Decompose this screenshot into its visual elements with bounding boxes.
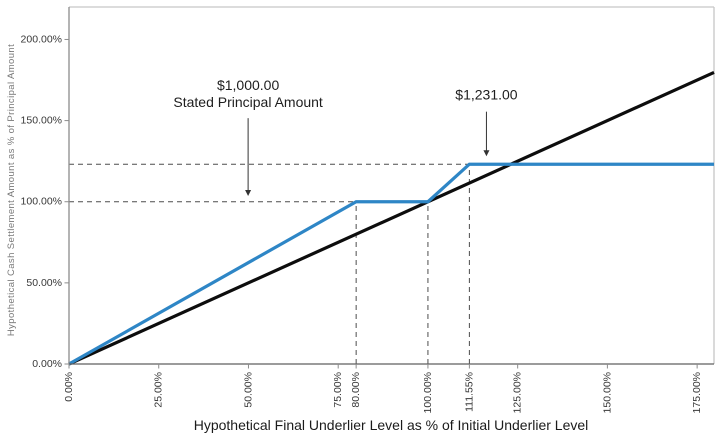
stated-principal-annotation-text: $1,000.00 <box>217 77 279 93</box>
cap-amount-annotation-arrowhead <box>483 150 490 157</box>
x-tick-label: 125.00% <box>512 372 524 413</box>
x-tick-label: 100.00% <box>422 372 434 413</box>
x-tick-label: 175.00% <box>691 372 703 413</box>
final-underlier-level-line <box>68 70 715 366</box>
x-tick-label: 150.00% <box>601 372 613 413</box>
x-tick-label: 0.00% <box>63 372 75 402</box>
y-tick-label: 200.00% <box>21 33 62 45</box>
cash-settlement-amount-line <box>68 162 714 366</box>
x-tick-label: 75.00% <box>332 372 344 408</box>
y-tick-label: 0.00% <box>32 358 62 370</box>
stated-principal-annotation-text: Stated Principal Amount <box>173 94 323 110</box>
chart-plot-area: 0.00% 50.00% 100.00% 150.00% 200.00% 0.00% 25.… <box>21 6 715 413</box>
x-tick-label: 111.55% <box>463 372 475 412</box>
x-tick-label: 50.00% <box>242 372 254 408</box>
x-axis-title: Hypothetical Final Underlier Level as % … <box>194 417 589 433</box>
y-tick-label: 150.00% <box>21 115 62 127</box>
y-tick-label: 50.00% <box>26 277 62 289</box>
cap-amount-annotation-text: $1,231.00 <box>455 86 517 102</box>
x-tick-label: 80.00% <box>350 372 362 408</box>
y-axis-title: Hypothetical Cash Settlement Amount as %… <box>6 44 17 336</box>
stated-principal-annotation-arrowhead <box>245 190 252 197</box>
x-tick-label: 25.00% <box>153 372 165 408</box>
y-tick-label: 100.00% <box>21 196 62 208</box>
